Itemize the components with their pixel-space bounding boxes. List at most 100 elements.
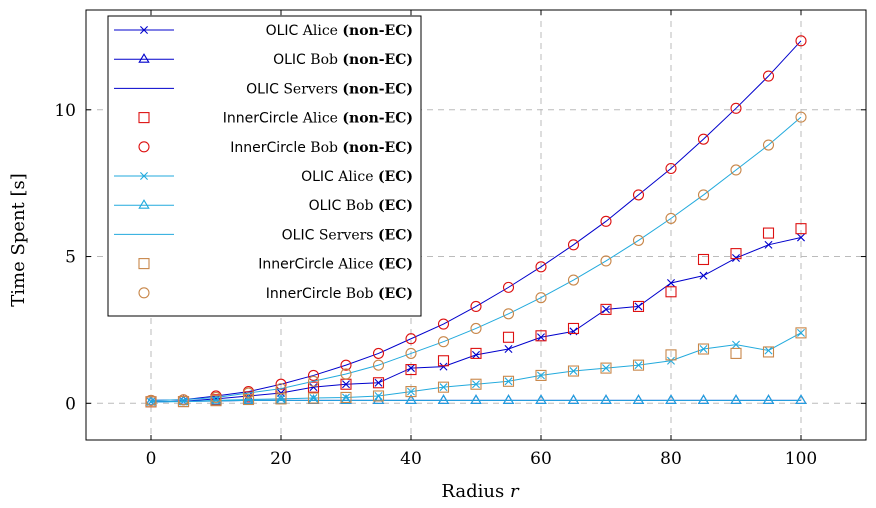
legend: OLIC Alice (non-EC) OLIC Bob (non-EC) OLIC… xyxy=(107,15,422,317)
data-point xyxy=(667,278,675,287)
legend-label-role: Bob xyxy=(346,286,378,302)
data-point xyxy=(437,381,450,393)
data-point xyxy=(275,378,287,390)
x-tick-label: 20 xyxy=(270,449,292,469)
data-point xyxy=(600,215,612,227)
data-point xyxy=(632,394,645,404)
series-line xyxy=(150,40,802,401)
legend-label-scheme: InnerCircle xyxy=(230,140,310,156)
legend-label-role: Alice xyxy=(302,23,343,39)
data-point xyxy=(405,394,417,404)
data-point xyxy=(210,395,222,407)
data-point xyxy=(502,394,515,404)
data-point xyxy=(795,35,807,47)
data-point xyxy=(472,380,480,389)
data-point xyxy=(697,133,710,145)
legend-label-role: Alice xyxy=(337,169,378,185)
data-point xyxy=(502,281,515,293)
legend-marker xyxy=(138,112,150,124)
data-point xyxy=(567,365,580,377)
data-point xyxy=(762,227,775,239)
data-point xyxy=(535,330,547,342)
data-point xyxy=(600,394,612,404)
data-point xyxy=(437,394,450,404)
data-point xyxy=(372,347,385,359)
y-tick-label: 0 xyxy=(65,394,76,414)
data-point xyxy=(374,378,383,387)
data-point xyxy=(177,394,190,406)
data-point xyxy=(342,380,350,389)
y-axis-ticks: 0 5 10 xyxy=(54,101,866,414)
data-point xyxy=(567,322,580,335)
data-point xyxy=(307,381,320,393)
data-point xyxy=(632,359,645,371)
data-point xyxy=(277,389,285,398)
legend-entry: OLIC Servers (EC) xyxy=(114,227,413,243)
data-point xyxy=(762,346,775,358)
legend-label: InnerCircle Bob (EC) xyxy=(266,286,413,302)
legend-marker xyxy=(138,258,150,270)
legend-label-scheme: InnerCircle xyxy=(223,111,303,127)
data-point xyxy=(634,361,643,370)
data-point xyxy=(502,394,515,404)
data-point xyxy=(535,292,547,304)
legend-label-scheme: OLIC xyxy=(246,81,283,97)
data-point xyxy=(667,356,675,365)
legend-label-role: Bob xyxy=(346,198,378,214)
data-point xyxy=(405,333,417,345)
data-point xyxy=(665,286,677,298)
data-point xyxy=(567,274,580,286)
data-point xyxy=(210,394,222,405)
legend-label-role: Bob xyxy=(310,140,342,156)
data-point xyxy=(242,393,255,406)
data-point xyxy=(634,302,643,311)
data-point xyxy=(730,248,742,260)
series-9 xyxy=(145,111,807,406)
legend-marker xyxy=(138,199,150,209)
legend-label-setting: (EC) xyxy=(378,286,413,302)
legend-label-setting: (non-EC) xyxy=(342,140,413,156)
legend-entry: InnerCircle Bob (non-EC) xyxy=(138,140,413,156)
data-point xyxy=(762,70,775,82)
legend-label-setting: (EC) xyxy=(378,227,413,243)
data-point xyxy=(732,254,740,263)
legend-label-role: Servers xyxy=(319,227,378,243)
data-point xyxy=(632,394,645,404)
data-point xyxy=(697,394,710,404)
data-point xyxy=(795,223,807,235)
data-point xyxy=(762,139,775,151)
data-point xyxy=(405,347,417,359)
data-point xyxy=(762,394,775,404)
x-tick-label: 0 xyxy=(146,449,157,469)
data-point xyxy=(470,347,482,359)
legend-label: OLIC Servers (EC) xyxy=(282,227,413,243)
data-point xyxy=(730,394,742,404)
data-point xyxy=(504,345,513,353)
x-tick-label: 40 xyxy=(400,449,422,469)
data-point xyxy=(602,305,610,314)
x-axis-label-variable: r xyxy=(510,481,520,502)
data-point xyxy=(502,375,515,387)
legend-label-setting: (EC) xyxy=(378,198,413,214)
legend-entry: OLIC Bob (non-EC) xyxy=(114,52,413,68)
data-point xyxy=(699,271,708,280)
x-axis-label: Radius r xyxy=(441,481,520,502)
data-point xyxy=(567,239,580,251)
data-point xyxy=(242,387,255,399)
data-point xyxy=(405,364,417,376)
data-point xyxy=(730,164,742,176)
data-point xyxy=(372,359,385,371)
data-point xyxy=(307,392,320,404)
data-point xyxy=(504,377,513,386)
data-point xyxy=(437,394,450,404)
legend-label: OLIC Bob (non-EC) xyxy=(273,52,413,68)
legend-label: OLIC Alice (EC) xyxy=(301,169,413,185)
data-point xyxy=(405,386,417,398)
data-point xyxy=(340,359,352,371)
legend-label-scheme: InnerCircle xyxy=(258,257,338,273)
x-axis-label-text: Radius xyxy=(441,481,504,502)
data-point xyxy=(795,111,807,123)
x-tick-label: 100 xyxy=(785,449,817,469)
legend-label-setting: (non-EC) xyxy=(342,23,413,39)
